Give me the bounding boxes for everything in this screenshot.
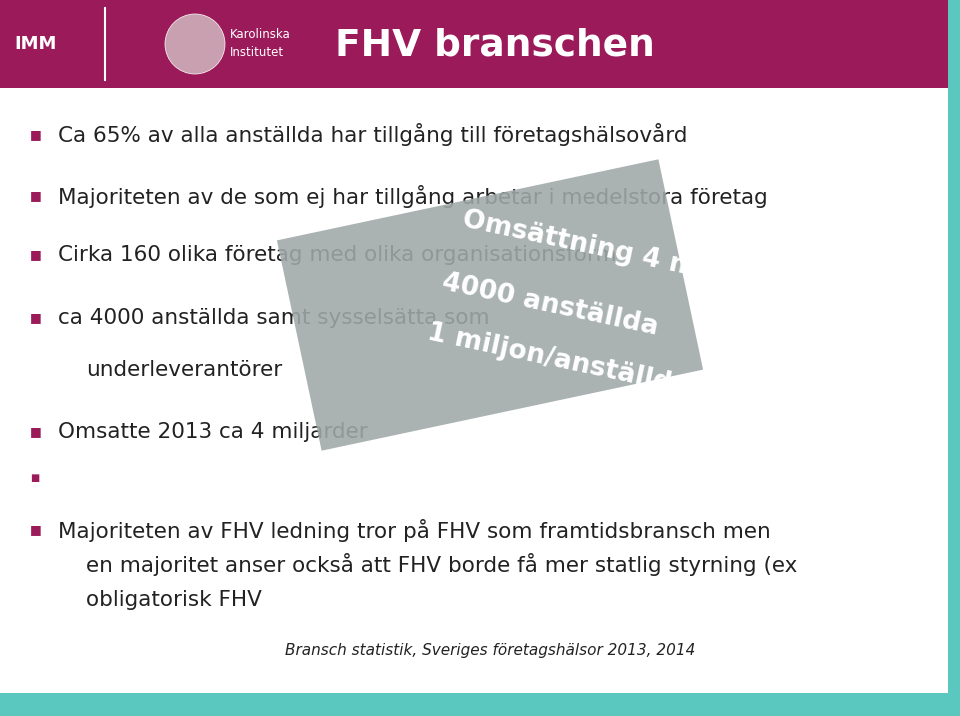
Bar [948, 0, 960, 693]
Text: ■: ■ [30, 523, 41, 536]
Text: Majoriteten av de som ej har tillgång arbetar i medelstora företag: Majoriteten av de som ej har tillgång ar… [58, 185, 768, 208]
Text: Omsättning 4 miljarder: Omsättning 4 miljarder [460, 206, 804, 304]
Text: Karolinska
Institutet: Karolinska Institutet [230, 29, 291, 59]
Text: Cirka 160 olika företag med olika organisationsform: Cirka 160 olika företag med olika organi… [58, 245, 616, 265]
Bar [0, 0, 960, 88]
Text: ■: ■ [30, 425, 41, 438]
Text: ■: ■ [30, 248, 41, 261]
Text: Bransch statistik, Sveriges företagshälsor 2013, 2014: Bransch statistik, Sveriges företagshäls… [285, 644, 695, 659]
Text: ■: ■ [30, 190, 41, 203]
Text: ■: ■ [30, 311, 41, 324]
Text: Omsatte 2013 ca 4 miljarder: Omsatte 2013 ca 4 miljarder [58, 422, 368, 442]
Text: en majoritet anser också att FHV borde få mer statlig styrning (ex: en majoritet anser också att FHV borde f… [86, 553, 798, 576]
Circle shape [165, 14, 225, 74]
Text: IMM: IMM [14, 35, 57, 53]
Text: underleverantörer: underleverantörer [86, 360, 282, 380]
Text: ■: ■ [30, 473, 39, 483]
Bar [0, 693, 960, 716]
Text: 1 miljon/anställd: 1 miljon/anställd [425, 319, 674, 397]
Text: FHV branschen: FHV branschen [335, 28, 655, 64]
Text: Majoriteten av FHV ledning tror på FHV som framtidsbransch men: Majoriteten av FHV ledning tror på FHV s… [58, 518, 771, 541]
Text: 4000 anställda: 4000 anställda [440, 269, 661, 341]
Text: Ca 65% av alla anställda har tillgång till företagshälsovård: Ca 65% av alla anställda har tillgång ti… [58, 123, 687, 147]
Text: ■: ■ [30, 128, 41, 142]
Text: ca 4000 anställda samt sysselsätta som: ca 4000 anställda samt sysselsätta som [58, 308, 490, 328]
Text: obligatorisk FHV: obligatorisk FHV [86, 590, 262, 610]
Polygon shape [276, 159, 703, 450]
